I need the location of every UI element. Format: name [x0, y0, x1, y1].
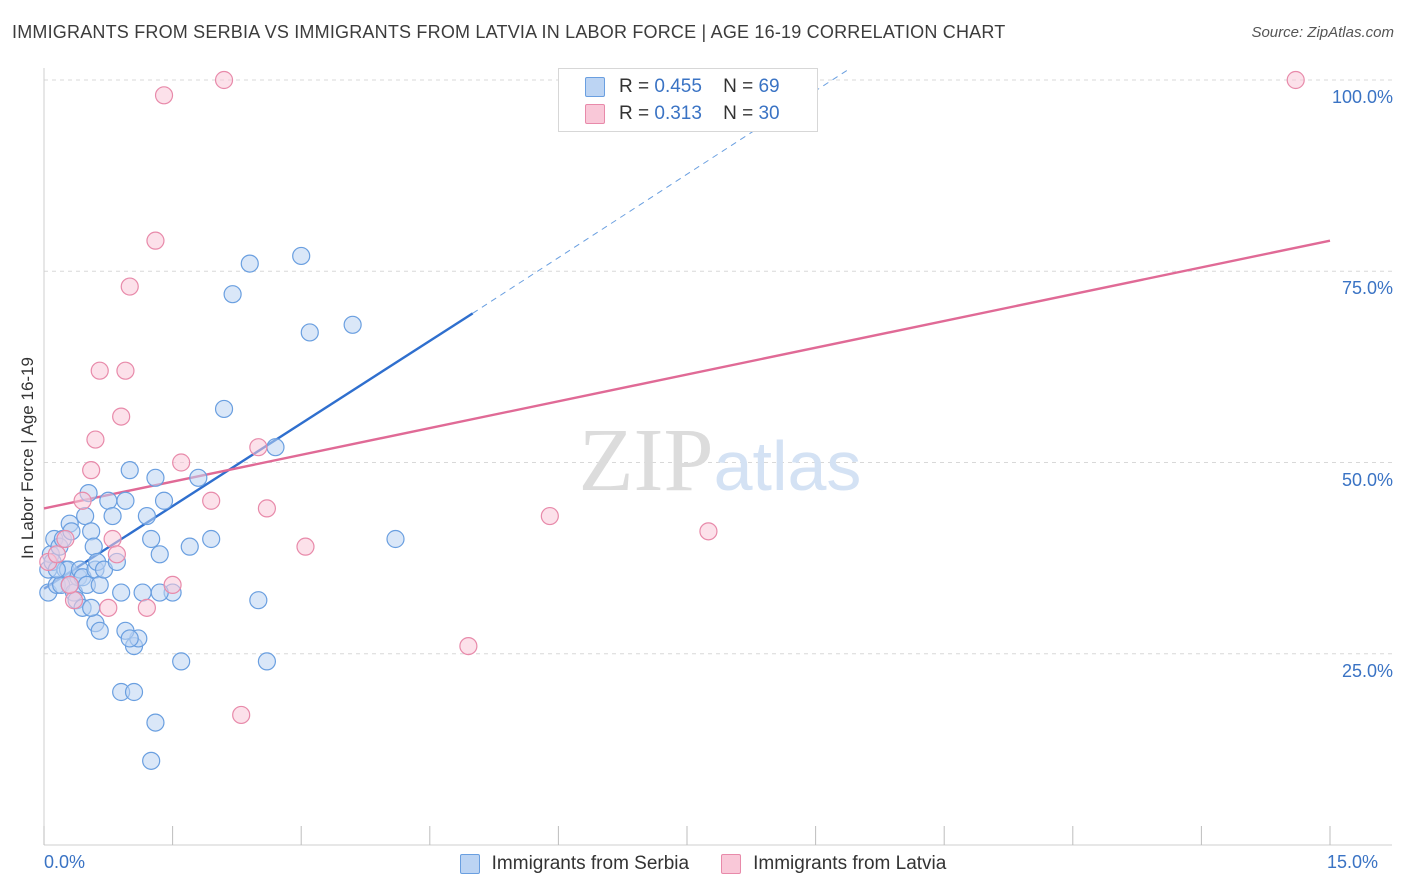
x-tick-label-max: 15.0% [1327, 852, 1379, 872]
point-serbia [146, 468, 165, 487]
point-serbia [189, 468, 208, 487]
point-latvia [60, 575, 79, 595]
x-tick-label-min: 0.0% [44, 852, 86, 872]
point-latvia [90, 361, 109, 380]
point-serbia [249, 591, 268, 610]
point-serbia [103, 506, 122, 526]
legend-item-serbia[interactable]: Immigrants from Serbia [459, 851, 690, 877]
point-serbia [84, 537, 103, 556]
point-latvia [56, 529, 75, 549]
y-tick-label: 25.0% [1341, 660, 1393, 681]
point-serbia [292, 246, 311, 266]
point-latvia [86, 430, 105, 449]
legend-row-serbia: R = 0.455 N = 69 [585, 75, 780, 99]
point-serbia [202, 529, 221, 549]
point-latvia [154, 86, 174, 105]
point-serbia [146, 713, 165, 732]
legend-swatch-serbia [585, 77, 605, 97]
point-latvia [99, 598, 118, 617]
point-latvia [296, 537, 315, 556]
point-serbia [142, 529, 161, 549]
r-value-serbia: 0.455 [654, 76, 702, 97]
point-serbia [214, 399, 234, 419]
point-serbia [266, 438, 285, 457]
n-value-latvia: 30 [758, 103, 780, 124]
point-serbia [154, 491, 174, 510]
point-latvia [120, 277, 139, 296]
point-latvia [172, 453, 191, 472]
point-latvia [202, 491, 221, 510]
y-axis-label: In Labor Force | Age 16-19 [18, 357, 37, 559]
point-serbia [90, 621, 109, 640]
point-latvia [82, 461, 101, 480]
watermark: ZIPatlas [579, 411, 862, 510]
point-latvia [163, 575, 182, 595]
legend-label-serbia: Immigrants from Serbia [491, 853, 690, 874]
y-tick-label: 100.0% [1331, 87, 1393, 107]
chart-title: IMMIGRANTS FROM SERBIA VS IMMIGRANTS FRO… [12, 22, 1006, 42]
point-latvia [699, 522, 718, 541]
r-value-latvia: 0.313 [654, 103, 702, 124]
point-latvia [214, 70, 234, 90]
point-serbia [150, 545, 169, 564]
point-latvia [137, 598, 156, 617]
legend-item-latvia[interactable]: Immigrants from Latvia [721, 851, 946, 877]
legend-row-latvia: R = 0.313 N = 30 [585, 102, 780, 126]
point-serbia [116, 491, 135, 510]
point-serbia [82, 522, 101, 541]
legend-swatch-latvia [585, 104, 605, 124]
point-serbia [82, 598, 101, 617]
point-serbia [240, 254, 259, 273]
y-tick-label: 50.0% [1341, 469, 1393, 490]
point-latvia [47, 545, 66, 564]
point-serbia [172, 652, 191, 671]
point-serbia [99, 491, 118, 510]
n-value-serbia: 69 [758, 76, 780, 97]
point-serbia [133, 583, 152, 602]
point-serbia [180, 537, 199, 556]
axes [43, 68, 1392, 846]
source-label: Source: ZipAtlas.com [1251, 24, 1394, 41]
point-latvia [107, 545, 126, 564]
point-serbia [142, 751, 161, 770]
point-serbia [120, 461, 139, 480]
legend-swatch-serbia [459, 854, 480, 874]
point-latvia [232, 705, 251, 725]
series-legend: Immigrants from Serbia Immigrants from L… [0, 851, 1406, 877]
point-latvia [1286, 70, 1305, 90]
trend-lines [43, 68, 1331, 590]
legend-swatch-latvia [721, 854, 742, 874]
point-serbia [112, 583, 131, 602]
point-serbia [300, 323, 319, 342]
point-latvia [459, 636, 478, 656]
point-latvia [116, 361, 135, 380]
y-tick-label: 75.0% [1341, 278, 1393, 299]
point-latvia [103, 529, 122, 549]
point-serbia [76, 506, 95, 526]
point-latvia [146, 231, 165, 250]
point-latvia [257, 499, 277, 518]
point-serbia [386, 529, 405, 549]
n-label: N = [723, 103, 754, 124]
point-serbia [257, 652, 277, 671]
point-latvia [64, 591, 84, 610]
point-latvia [73, 491, 92, 510]
point-latvia [249, 438, 268, 457]
trend-line-latvia [43, 239, 1331, 510]
point-serbia [137, 506, 156, 526]
point-serbia [124, 682, 144, 702]
r-label: R = [619, 103, 650, 124]
point-serbia [120, 629, 139, 648]
legend-label-latvia: Immigrants from Latvia [753, 853, 947, 874]
point-latvia [540, 506, 559, 526]
stats-legend: R = 0.455 N = 69 R = 0.313 N = 30 [558, 68, 818, 132]
point-serbia [90, 575, 109, 595]
point-latvia [112, 407, 131, 426]
point-serbia [343, 315, 362, 334]
data-points [39, 70, 1305, 770]
r-label: R = [619, 76, 650, 97]
n-label: N = [723, 76, 754, 97]
point-serbia [223, 285, 242, 304]
